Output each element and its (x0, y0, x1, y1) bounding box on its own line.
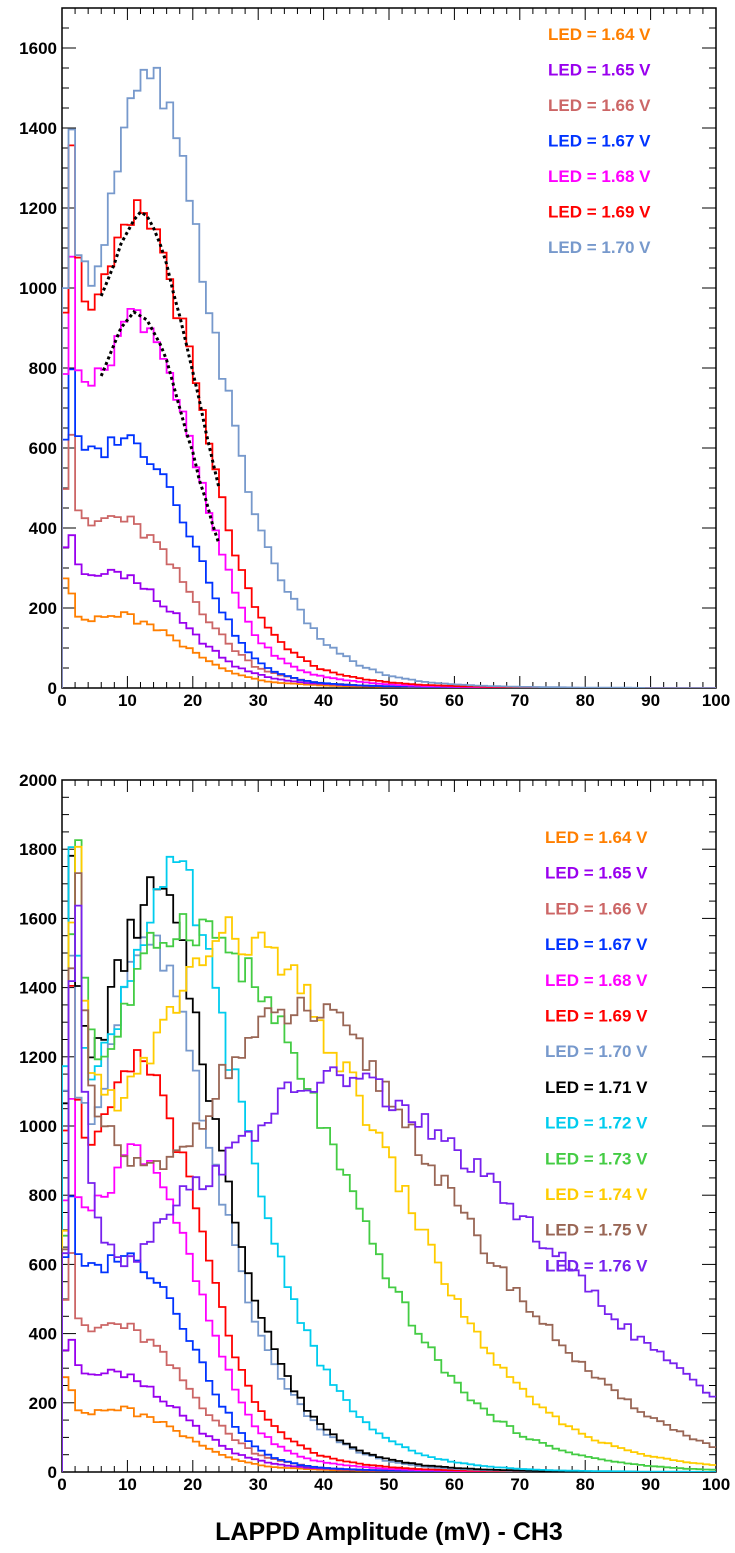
y-tick-label: 1200 (19, 1048, 57, 1067)
x-tick-label: 60 (445, 691, 464, 710)
y-tick-label: 600 (29, 1255, 57, 1274)
x-tick-label: 60 (445, 1475, 464, 1494)
series-line-165 (62, 1338, 716, 1472)
legend-entry: LED = 1.72 V (545, 1114, 648, 1133)
x-tick-label: 80 (576, 1475, 595, 1494)
x-tick-label: 0 (57, 1475, 66, 1494)
series-line-174 (62, 845, 716, 1472)
y-tick-label: 800 (29, 1186, 57, 1205)
bottom-panel: 0 10 20 30 40 50 60 70 80 90 100020040060080010001… (19, 771, 730, 1494)
y-tick-label: 0 (48, 1463, 57, 1482)
legend-entry: LED = 1.65 V (545, 864, 648, 883)
legend-entry: LED = 1.75 V (545, 1221, 648, 1240)
legend-entry: LED = 1.73 V (545, 1149, 648, 1168)
series-line-164 (62, 577, 716, 688)
legend-entry: LED = 1.74 V (545, 1185, 648, 1204)
x-tick-label: 40 (314, 1475, 333, 1494)
y-tick-label: 0 (48, 679, 57, 698)
x-axis-label: LAPPD Amplitude (mV) - CH3 (215, 1518, 563, 1546)
y-tick-label: 1200 (19, 199, 57, 218)
series-line-176 (62, 904, 716, 1472)
series-group (62, 66, 716, 688)
legend-entry: LED = 1.65 V (548, 61, 651, 80)
series-line-172 (62, 846, 716, 1472)
x-tick-label: 20 (183, 1475, 202, 1494)
legend-entry: LED = 1.70 V (545, 1042, 648, 1061)
x-tick-label: 50 (380, 1475, 399, 1494)
legend-entry: LED = 1.66 V (548, 96, 651, 115)
y-tick-label: 1600 (19, 909, 57, 928)
y-tick-label: 200 (29, 1394, 57, 1413)
series-group (62, 839, 716, 1472)
x-tick-label: 100 (702, 1475, 730, 1494)
y-tick-label: 1400 (19, 979, 57, 998)
x-tick-label: 30 (249, 691, 268, 710)
top-panel: 0 10 20 30 40 50 60 70 80 90 100020040060080010001… (19, 7, 730, 710)
y-tick-label: 1000 (19, 279, 57, 298)
y-tick-label: 2000 (19, 771, 57, 790)
y-tick-label: 800 (29, 359, 57, 378)
y-tick-label: 1000 (19, 1117, 57, 1136)
x-tick-label: 100 (702, 691, 730, 710)
y-tick-label: 400 (29, 1325, 57, 1344)
x-tick-label: 90 (641, 691, 660, 710)
legend-entry: LED = 1.69 V (545, 1007, 648, 1026)
x-tick-label: 10 (118, 1475, 137, 1494)
legend-entry: LED = 1.68 V (548, 167, 651, 186)
legend-entry: LED = 1.67 V (548, 132, 651, 151)
legend-entry: LED = 1.68 V (545, 971, 648, 990)
x-tick-label: 50 (380, 691, 399, 710)
x-tick-label: 0 (57, 691, 66, 710)
legend-entry: LED = 1.69 V (548, 203, 651, 222)
legend-entry: LED = 1.66 V (545, 899, 648, 918)
series-line-165 (62, 534, 716, 688)
legend-entry: LED = 1.64 V (545, 828, 648, 847)
series-line-167 (62, 368, 716, 688)
x-tick-label: 30 (249, 1475, 268, 1494)
series-line-173 (62, 839, 716, 1472)
series-line-175 (62, 872, 716, 1472)
y-tick-label: 400 (29, 519, 57, 538)
legend-entry: LED = 1.76 V (545, 1256, 648, 1275)
legend-entry: LED = 1.70 V (548, 238, 651, 257)
series-line-170 (62, 66, 716, 688)
x-tick-label: 80 (576, 691, 595, 710)
legend-entry: LED = 1.71 V (545, 1078, 648, 1097)
legend-entry: LED = 1.64 V (548, 25, 651, 44)
y-tick-label: 1600 (19, 39, 57, 58)
fit-curve (99, 210, 221, 489)
x-tick-label: 20 (183, 691, 202, 710)
x-tick-label: 70 (510, 691, 529, 710)
legend-entry: LED = 1.67 V (545, 935, 648, 954)
y-tick-label: 1800 (19, 840, 57, 859)
y-tick-label: 200 (29, 599, 57, 618)
x-tick-label: 90 (641, 1475, 660, 1494)
x-tick-label: 10 (118, 691, 137, 710)
y-tick-label: 600 (29, 439, 57, 458)
x-tick-label: 40 (314, 691, 333, 710)
x-tick-label: 70 (510, 1475, 529, 1494)
fit-curve (99, 310, 221, 545)
y-tick-label: 1400 (19, 119, 57, 138)
